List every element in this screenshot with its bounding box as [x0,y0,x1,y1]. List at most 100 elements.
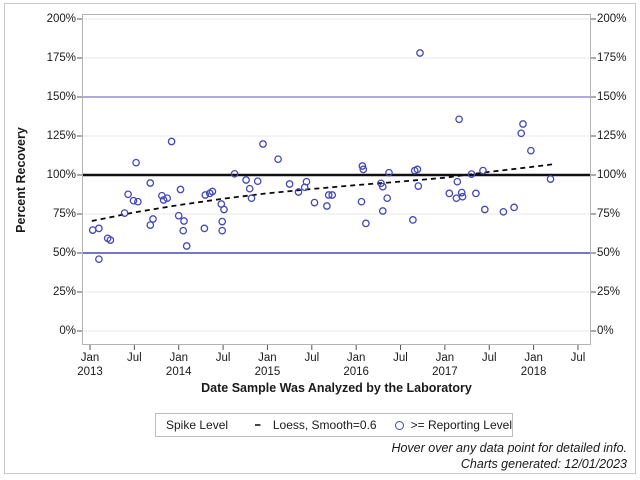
data-point[interactable] [378,182,387,191]
data-point[interactable] [302,177,311,186]
data-point[interactable] [220,205,228,214]
y-tick-label-right: 50% [597,247,621,259]
data-point[interactable] [359,165,368,174]
data-point[interactable] [247,194,256,203]
x-tick-label: Jul [104,351,164,365]
data-point[interactable] [445,189,454,198]
x-tick-label-line: Jul [393,352,408,364]
y-tick-label-right: 100% [597,169,627,181]
data-point[interactable] [467,170,476,178]
data-point[interactable] [414,182,423,190]
data-point[interactable] [472,189,480,198]
data-point[interactable] [132,158,140,167]
data-point[interactable] [230,169,239,178]
x-tick-label-line: Jul [570,352,586,364]
data-point[interactable] [259,140,267,148]
x-tick-label: Jul [548,351,608,365]
y-tick-label-left: 175% [46,52,76,64]
data-point[interactable] [458,192,467,201]
data-point[interactable] [357,197,366,206]
footnote-hover: Hover over any data point for detailed i… [391,441,627,455]
data-point[interactable] [182,242,191,250]
x-tick-label-line: Jan [169,352,188,364]
data-point[interactable] [480,205,489,214]
data-point[interactable] [242,176,250,184]
data-point[interactable] [129,196,138,205]
y-tick-label-right: 175% [597,52,627,64]
data-point[interactable] [285,180,294,188]
data-point[interactable] [409,216,417,224]
data-point[interactable] [176,185,185,194]
data-point[interactable] [510,203,518,212]
data-point[interactable] [159,196,168,204]
data-point[interactable] [479,166,487,175]
data-point[interactable] [378,207,387,215]
data-point[interactable] [527,146,535,155]
y-tick-label-left: 100% [46,169,76,181]
data-point[interactable] [452,194,461,203]
y-tick-label-right: 125% [597,130,627,142]
data-point[interactable] [499,207,508,216]
data-point[interactable] [323,202,331,210]
data-point[interactable] [358,162,367,170]
data-point[interactable] [179,226,188,235]
data-point[interactable] [453,177,462,186]
data-point[interactable] [124,190,132,199]
data-point[interactable] [88,226,97,234]
x-tick-label-line: Jan [435,352,455,364]
data-point[interactable] [134,197,142,206]
data-point[interactable] [383,194,392,203]
data-point[interactable] [149,215,157,223]
data-point[interactable] [120,209,129,217]
data-point[interactable] [546,175,555,183]
plot-frame [82,14,591,345]
x-tick-label: Jul [282,351,342,365]
data-point[interactable] [385,168,393,177]
x-tick-label: Jan 2016 [326,351,386,379]
y-tick-label-left: 25% [52,286,76,298]
data-point[interactable] [174,211,183,220]
x-tick-label-line: 2016 [343,366,369,378]
x-axis-title: Date Sample Was Analyzed by the Laborato… [201,381,472,395]
data-point[interactable] [253,177,262,186]
data-point[interactable] [95,255,103,264]
data-point[interactable] [455,115,463,124]
data-point[interactable] [180,217,188,225]
legend-title: Spike Level [166,418,229,432]
data-point[interactable] [457,188,466,197]
y-tick-label-right: 25% [597,286,621,298]
data-point[interactable] [167,137,176,146]
data-point[interactable] [200,224,209,233]
x-tick-label-line: Jan [258,352,277,364]
legend-item-loess: Loess, Smooth=0.6 [272,418,377,432]
y-tick-label-right: 200% [597,13,627,25]
data-point[interactable] [362,219,370,228]
data-point[interactable] [294,188,303,196]
y-axis-title: Percent Recovery [14,127,28,233]
data-point[interactable] [95,224,103,233]
y-tick-label-left: 0% [59,325,76,337]
data-point[interactable] [201,191,210,199]
data-point[interactable] [106,236,115,244]
x-tick-label-line: Jan [346,352,366,364]
data-point[interactable] [163,194,172,203]
data-point[interactable] [274,155,282,164]
data-point[interactable] [324,191,333,199]
data-point[interactable] [416,49,424,57]
legend-item-reporting-level: >= Reporting Level [410,418,512,432]
data-point[interactable] [218,226,227,235]
data-point[interactable] [146,179,155,187]
data-point[interactable] [413,165,422,174]
x-tick-label: Jul [459,351,519,365]
y-tick-label-right: 75% [597,208,621,220]
data-point[interactable] [517,129,526,138]
data-point[interactable] [245,184,254,193]
y-tick-label-left: 125% [46,130,76,142]
data-point[interactable] [218,217,227,226]
chart-outer-frame [4,3,636,474]
data-point[interactable] [519,120,527,128]
data-point[interactable] [146,221,155,229]
data-point[interactable] [328,191,337,199]
data-point[interactable] [208,187,217,196]
data-point[interactable] [310,198,319,207]
